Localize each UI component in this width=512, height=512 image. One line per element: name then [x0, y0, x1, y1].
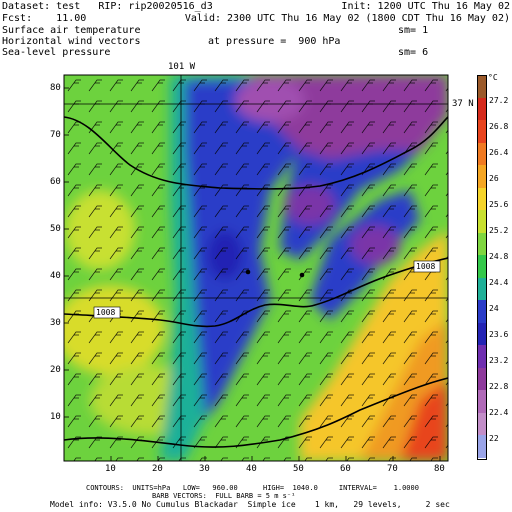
- contour-info: CONTOURS: UNITS=hPa LOW= 960.00 HIGH= 10…: [86, 484, 419, 492]
- colorbar-label: 24.8: [489, 252, 509, 261]
- colorbar-label: 23.2: [489, 356, 509, 365]
- init-time: Init: 1200 UTC Thu 16 May 02: [341, 1, 510, 12]
- y-tick-label: 30: [50, 318, 61, 328]
- y-tick-label: 20: [50, 365, 61, 375]
- valid-time: Valid: 2300 UTC Thu 16 May 02 (1800 CDT …: [184, 13, 510, 24]
- colorbar-label: 25.6: [489, 200, 509, 209]
- contour-label-west: 1008: [96, 308, 116, 317]
- colorbar-label: 25.2: [489, 226, 509, 235]
- colorbar-outline: [477, 75, 487, 460]
- x-tick-label: 40: [246, 464, 257, 474]
- smoothing-1: sm= 1: [398, 25, 429, 36]
- temperature-field: [64, 75, 448, 461]
- x-tick-label: 20: [152, 464, 163, 474]
- contour-label-east: 1008: [416, 262, 436, 271]
- x-tick-label: 80: [434, 464, 445, 474]
- field-slp: Sea-level pressure: [2, 47, 111, 58]
- colorbar-unit: °C: [488, 73, 498, 82]
- latitude-label: 37 N: [452, 99, 474, 109]
- y-tick-label: 60: [50, 177, 61, 187]
- y-tick-label: 10: [50, 412, 61, 422]
- model-info: Model info: V3.5.0 No Cumulus Blackadar …: [50, 500, 450, 509]
- forecast-hour: Fcst: 11.00: [2, 13, 87, 24]
- y-tick-label: 40: [50, 271, 61, 281]
- x-tick-label: 70: [387, 464, 398, 474]
- y-tick-label: 70: [50, 130, 61, 140]
- x-tick-label: 30: [199, 464, 210, 474]
- dataset-label: Dataset: test RIP: rip20020516_d3: [2, 1, 213, 12]
- colorbar-label: 24: [489, 304, 499, 313]
- x-tick-label: 60: [340, 464, 351, 474]
- colorbar-label: 23.6: [489, 330, 509, 339]
- barb-info: BARB VECTORS: FULL BARB = 5 m s⁻¹: [152, 492, 296, 500]
- field-wind: Horizontal wind vectors: [2, 36, 141, 47]
- pressure-level: at pressure = 900 hPa: [208, 36, 341, 47]
- colorbar-label: 22: [489, 434, 499, 443]
- colorbar-label: 26.8: [489, 122, 509, 131]
- longitude-label: 101 W: [168, 62, 196, 72]
- y-tick-label: 80: [50, 83, 61, 93]
- colorbar-label: 26: [489, 174, 499, 183]
- colorbar-label: 24.4: [489, 278, 509, 287]
- colorbar-label: 22.4: [489, 408, 509, 417]
- y-tick-label: 50: [50, 224, 61, 234]
- field-temperature: Surface air temperature: [2, 25, 141, 36]
- x-tick-label: 50: [293, 464, 304, 474]
- x-tick-label: 10: [105, 464, 116, 474]
- colorbar-label: 26.4: [489, 148, 509, 157]
- colorbar-label: 22.8: [489, 382, 509, 391]
- colorbar-label: 27.2: [489, 96, 509, 105]
- smoothing-2: sm= 6: [398, 47, 429, 58]
